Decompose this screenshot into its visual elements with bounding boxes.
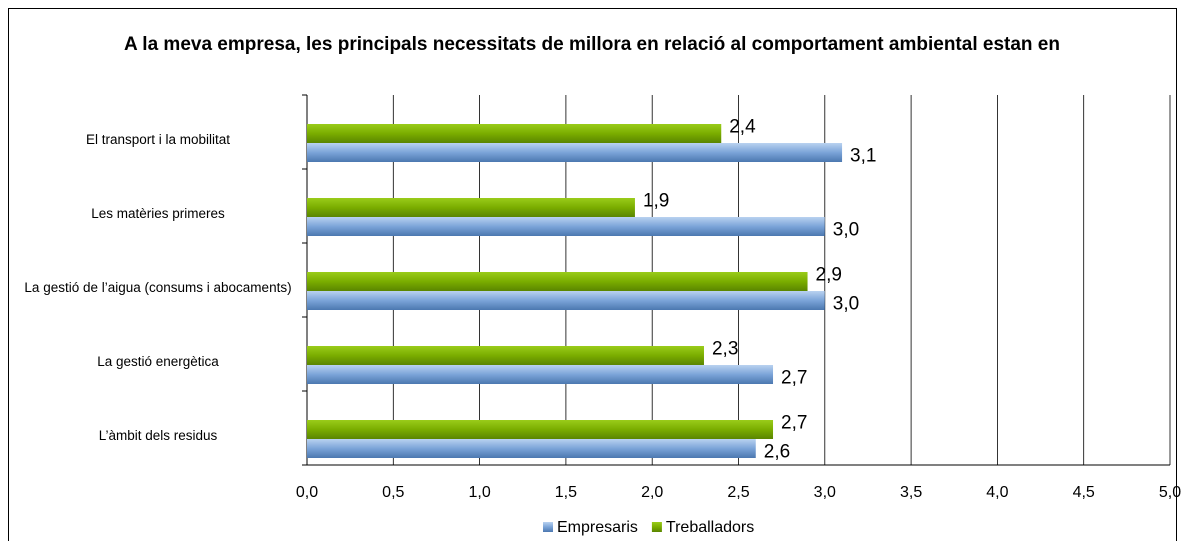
legend-swatch [543, 522, 553, 532]
bar [307, 346, 704, 365]
bar [307, 439, 756, 458]
bar [307, 198, 635, 217]
x-tick-label: 3,0 [814, 484, 836, 501]
bar [307, 365, 774, 384]
x-tick-label: 2,5 [727, 484, 749, 501]
data-label: 1,9 [643, 191, 669, 212]
y-tick-label: La gestió energètica [97, 354, 219, 369]
y-tick-label: L’àmbit dels residus [98, 428, 218, 443]
data-label: 2,3 [712, 339, 738, 360]
data-label: 2,4 [729, 117, 756, 138]
data-label: 2,6 [764, 442, 790, 463]
x-tick-label: 5,0 [1159, 484, 1181, 501]
data-label: 2,7 [781, 413, 807, 434]
bar [307, 420, 774, 439]
x-tick-label: 0,5 [382, 484, 404, 501]
x-tick-label: 0,0 [296, 484, 318, 501]
chart-title: A la meva empresa, les principals necess… [124, 34, 1060, 55]
data-label: 2,7 [781, 368, 807, 389]
y-tick-label: Les matèries primeres [91, 206, 225, 221]
legend-label: Treballadors [666, 519, 754, 536]
data-label: 3,0 [833, 220, 859, 241]
bar [307, 143, 843, 162]
x-tick-label: 4,0 [986, 484, 1008, 501]
data-label: 3,1 [850, 146, 876, 167]
data-label: 2,9 [816, 265, 842, 286]
bar [307, 291, 825, 310]
x-tick-label: 1,5 [555, 484, 577, 501]
data-label: 3,0 [833, 294, 859, 315]
bar [307, 124, 722, 143]
x-tick-label: 2,0 [641, 484, 663, 501]
bar [307, 217, 825, 236]
x-tick-label: 4,5 [1073, 484, 1095, 501]
x-tick-label: 3,5 [900, 484, 922, 501]
x-tick-label: 1,0 [468, 484, 490, 501]
chart-frame [8, 8, 1177, 541]
legend-label: Empresaris [557, 519, 638, 536]
y-tick-label: La gestió de l’aigua (consums i abocamen… [24, 280, 292, 295]
legend-swatch [651, 522, 662, 532]
y-tick-label: El transport i la mobilitat [85, 132, 231, 147]
bar [307, 272, 808, 291]
